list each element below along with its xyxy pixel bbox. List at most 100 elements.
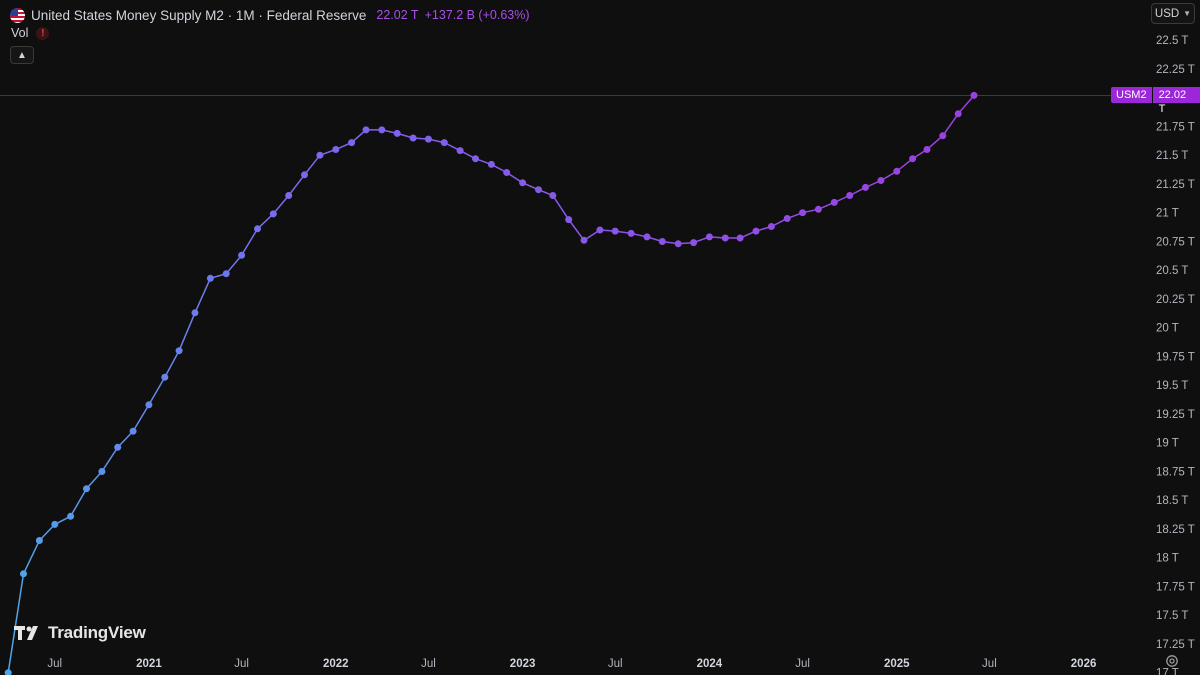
gear-icon[interactable] xyxy=(1164,653,1180,669)
collapse-legend-button[interactable]: ▲ xyxy=(10,46,34,64)
data-point xyxy=(939,132,947,140)
tradingview-logo-icon xyxy=(14,626,38,640)
y-tick-label: 19.5 T xyxy=(1156,380,1188,392)
chevron-up-icon: ▲ xyxy=(17,49,27,61)
change-value: +137.2 B (+0.63%) xyxy=(424,8,530,22)
data-point xyxy=(35,537,43,544)
y-tick-label: 18.25 T xyxy=(1156,524,1195,536)
logo-text: TradingView xyxy=(48,623,146,642)
data-point xyxy=(658,238,666,245)
data-point xyxy=(4,669,12,675)
data-point xyxy=(611,227,619,235)
data-point xyxy=(20,570,27,578)
y-tick-label: 20 T xyxy=(1156,323,1179,335)
data-point xyxy=(799,209,807,217)
price-tag-symbol: USM2 xyxy=(1111,87,1152,104)
data-point xyxy=(114,443,122,451)
y-tick-label: 18.75 T xyxy=(1156,466,1195,478)
data-point xyxy=(393,129,401,137)
price-axis-background xyxy=(1145,0,1200,675)
chart-legend-header: United States Money Supply M2 · 1M · Fed… xyxy=(10,6,530,24)
y-tick-label: 17 T xyxy=(1156,668,1179,675)
y-tick-label: 19.75 T xyxy=(1156,351,1195,363)
last-price-tag: USM2 22.02 T xyxy=(1111,87,1200,115)
y-tick-label: 19.25 T xyxy=(1156,409,1195,421)
data-point xyxy=(51,520,59,528)
data-point xyxy=(705,233,713,241)
y-tick-label: 20.75 T xyxy=(1156,236,1195,248)
currency-button[interactable]: USD ▼ xyxy=(1151,3,1195,24)
x-tick-label: Jul xyxy=(234,658,249,670)
data-point xyxy=(362,126,370,134)
data-point xyxy=(627,229,635,237)
y-tick-label: 19 T xyxy=(1156,438,1179,450)
volume-indicator-row[interactable]: Vol ! xyxy=(11,26,50,40)
x-axis[interactable]: Jul 2021 Jul 2022 Jul 2023 Jul 2024 Jul 2025 Jul 20… xyxy=(47,658,1096,670)
x-tick-label: 2022 xyxy=(323,658,349,670)
x-tick-label: Jul xyxy=(982,658,997,670)
y-tick-label: 22.25 T xyxy=(1156,64,1195,76)
data-point xyxy=(503,169,511,176)
x-tick-label: Jul xyxy=(608,658,623,670)
data-point xyxy=(580,236,588,244)
data-point xyxy=(145,401,153,409)
data-point xyxy=(424,135,432,143)
data-point xyxy=(954,110,962,118)
data-point xyxy=(862,183,869,191)
data-point xyxy=(565,216,573,224)
data-point xyxy=(643,233,651,241)
volume-label[interactable]: Vol xyxy=(11,26,29,40)
data-point xyxy=(830,198,838,206)
data-point xyxy=(736,234,744,242)
data-point xyxy=(535,186,542,194)
x-tick-label: Jul xyxy=(421,658,436,670)
data-point xyxy=(67,512,75,520)
y-tick-label: 21 T xyxy=(1156,208,1179,220)
data-point xyxy=(472,155,479,163)
symbol-title[interactable]: United States Money Supply M2 · 1M · Fed… xyxy=(31,7,367,23)
data-point xyxy=(285,192,293,199)
price-tag-value: 22.02 T xyxy=(1151,87,1200,115)
tradingview-logo[interactable]: TradingView xyxy=(14,623,146,643)
data-point xyxy=(175,347,183,355)
x-tick-label: 2023 xyxy=(510,658,536,670)
currency-label: USD xyxy=(1154,7,1180,20)
series-line xyxy=(7,94,975,673)
last-value: 22.02 T xyxy=(376,8,419,22)
data-point xyxy=(440,139,448,147)
data-point xyxy=(254,225,261,233)
x-tick-label: 2021 xyxy=(136,658,162,670)
data-point xyxy=(301,171,308,179)
y-tick-label: 21.5 T xyxy=(1156,150,1188,162)
data-point xyxy=(783,215,791,222)
data-point xyxy=(596,226,604,234)
data-point xyxy=(316,151,324,159)
data-point xyxy=(893,167,901,175)
data-point xyxy=(129,427,137,435)
y-tick-label: 18.5 T xyxy=(1156,495,1188,507)
x-tick-label: 2024 xyxy=(697,658,723,670)
data-point xyxy=(721,234,729,242)
data-point xyxy=(674,240,682,248)
y-tick-label: 21.25 T xyxy=(1156,179,1195,191)
us-flag-icon xyxy=(10,7,25,23)
x-tick-label: Jul xyxy=(47,658,62,670)
data-point xyxy=(222,270,230,278)
y-tick-label: 18 T xyxy=(1156,553,1179,565)
warning-icon[interactable]: ! xyxy=(36,26,50,40)
data-point xyxy=(909,155,917,163)
y-tick-label: 17.75 T xyxy=(1156,581,1195,593)
data-point xyxy=(206,274,214,282)
data-point xyxy=(348,139,356,147)
data-point xyxy=(767,223,775,230)
data-point xyxy=(98,468,106,475)
y-tick-label: 20.5 T xyxy=(1156,265,1188,277)
y-tick-label: 17.25 T xyxy=(1156,639,1195,651)
data-point xyxy=(83,485,90,493)
data-point xyxy=(549,192,557,199)
data-point xyxy=(877,177,885,184)
data-point xyxy=(923,146,931,153)
data-point xyxy=(269,210,277,218)
y-tick-label: 17.5 T xyxy=(1156,610,1188,622)
